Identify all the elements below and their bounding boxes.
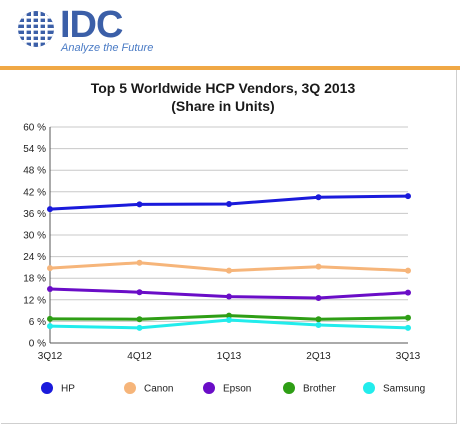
data-point-hp xyxy=(226,201,232,208)
header-divider xyxy=(0,66,460,70)
legend-label-epson: Epson xyxy=(223,384,251,395)
data-point-samsung xyxy=(405,324,411,331)
y-tick-label: 36 % xyxy=(23,209,46,220)
data-point-hp xyxy=(47,206,53,213)
logo-tagline: Analyze the Future xyxy=(61,42,154,54)
data-point-brother xyxy=(47,315,53,322)
y-tick-label: 42 % xyxy=(23,187,46,198)
x-tick-label: 1Q13 xyxy=(217,351,242,362)
data-point-hp xyxy=(136,201,143,208)
series-lines xyxy=(47,193,411,331)
y-tick-label: 54 % xyxy=(23,144,46,155)
header: IDC Analyze the Future xyxy=(0,0,460,66)
data-point-brother xyxy=(315,316,322,323)
data-point-epson xyxy=(136,289,143,296)
legend: HP Canon Epson Brother Samsung xyxy=(41,382,425,395)
data-point-samsung xyxy=(136,324,143,331)
data-point-epson xyxy=(405,289,411,296)
y-tick-label: 60 % xyxy=(23,123,46,134)
legend-label-canon: Canon xyxy=(144,384,173,395)
y-tick-label: 12 % xyxy=(23,295,46,306)
y-tick-label: 24 % xyxy=(23,252,46,263)
y-tick-label: 6 % xyxy=(29,317,46,328)
legend-marker-samsung xyxy=(363,382,375,394)
axes: 0 % 6 % 12 % 18 % 24 % 30 % 36 % 42 % 48 % 54 % 60… xyxy=(23,123,420,363)
data-point-hp xyxy=(405,193,411,200)
data-point-canon xyxy=(47,265,53,272)
legend-label-brother: Brother xyxy=(303,384,336,395)
x-tick-label: 4Q12 xyxy=(127,351,152,362)
y-tick-label: 48 % xyxy=(23,166,46,177)
data-point-canon xyxy=(405,267,411,274)
legend-marker-brother xyxy=(283,382,295,394)
data-point-epson xyxy=(226,293,232,300)
data-point-brother xyxy=(405,314,411,321)
logo-text: IDC xyxy=(60,4,123,46)
data-point-hp xyxy=(315,194,322,201)
x-tick-label: 2Q13 xyxy=(306,351,331,362)
legend-marker-epson xyxy=(203,382,215,394)
grid xyxy=(50,126,408,322)
legend-label-hp: HP xyxy=(61,384,75,395)
legend-label-samsung: Samsung xyxy=(383,384,425,395)
data-point-samsung xyxy=(226,316,232,323)
data-point-canon xyxy=(136,259,143,266)
legend-marker-hp xyxy=(41,382,53,394)
data-point-brother xyxy=(226,312,232,319)
y-tick-label: 30 % xyxy=(23,231,46,242)
x-tick-label: 3Q13 xyxy=(396,351,421,362)
legend-marker-canon xyxy=(124,382,136,394)
globe-logo-icon xyxy=(18,11,54,47)
data-point-canon xyxy=(315,263,322,270)
data-point-samsung xyxy=(315,322,322,328)
x-tick-label: 3Q12 xyxy=(38,351,63,362)
data-point-samsung xyxy=(47,323,53,330)
chart-frame: Top 5 Worldwide HCP Vendors, 3Q 2013 (Sh… xyxy=(1,70,457,424)
data-point-epson xyxy=(315,295,322,301)
y-tick-label: 18 % xyxy=(23,274,46,285)
data-point-brother xyxy=(136,316,143,323)
chart-title: Top 5 Worldwide HCP Vendors, 3Q 2013 xyxy=(91,80,356,96)
y-tick-label: 0 % xyxy=(29,339,46,350)
chart: Top 5 Worldwide HCP Vendors, 3Q 2013 (Sh… xyxy=(23,80,425,395)
chart-subtitle: (Share in Units) xyxy=(171,98,274,114)
data-point-epson xyxy=(47,286,53,292)
data-point-canon xyxy=(226,267,232,274)
